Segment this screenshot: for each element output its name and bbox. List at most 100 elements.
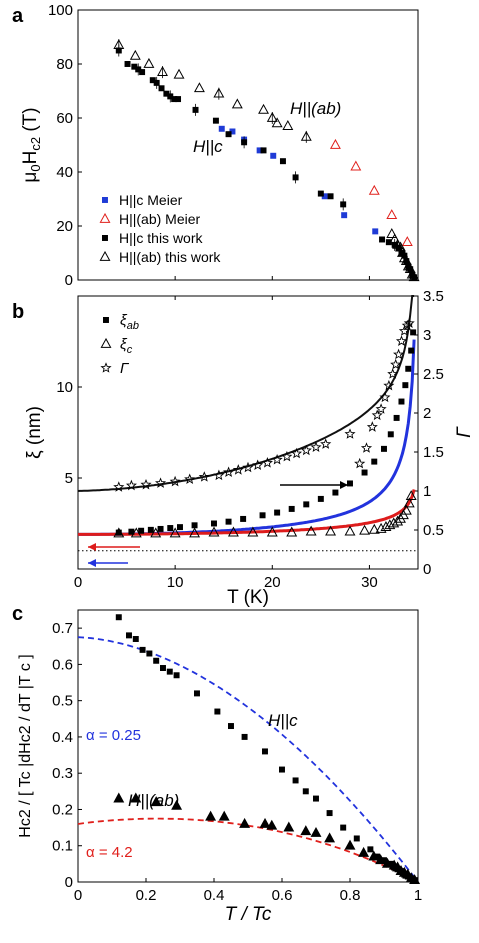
data-point (329, 138, 341, 149)
series-xi-c (113, 490, 417, 538)
panel-a-letter: a (12, 5, 24, 27)
data-point (368, 184, 380, 195)
data-point (408, 271, 420, 282)
data-point (395, 512, 406, 523)
data-point (292, 174, 299, 181)
panel-c-frame (77, 609, 419, 883)
data-point (385, 239, 392, 246)
data-point (131, 63, 138, 70)
panel-c-xlabel: T / Tc (225, 904, 272, 925)
data-point (214, 708, 221, 715)
data-point (303, 501, 310, 508)
data-point (138, 527, 145, 534)
panel-c-ytick-label: 0.3 (52, 765, 73, 782)
data-point (405, 365, 412, 372)
data-point (393, 348, 405, 360)
panel-c-plot: 0 0.1 0.2 0.3 0.4 0.5 0.6 0.7 0 0.2 0.4 0.6 0.8 1 T / … (17, 614, 422, 925)
data-point (344, 839, 356, 850)
data-point (208, 526, 220, 537)
data-point (153, 79, 160, 86)
arrow-xi-c-left-head (88, 543, 96, 551)
data-point (231, 98, 243, 109)
data-point (271, 117, 283, 128)
panel-c-ytick-label: 0.2 (52, 801, 73, 818)
data-point (150, 796, 162, 807)
data-point (398, 325, 410, 336)
data-point (281, 450, 293, 462)
legend-label-sub: c (127, 344, 133, 356)
data-point (353, 835, 360, 842)
legend-label: H||c Meier (119, 192, 183, 208)
data-point (325, 525, 337, 536)
data-point (350, 160, 362, 171)
data-point (261, 457, 273, 468)
data-point (266, 111, 278, 122)
annotation-alpha-0-25: α = 0.25 (86, 727, 141, 744)
panel-b-ytick-right-label: 2 (423, 405, 431, 422)
data-point (401, 236, 413, 247)
data-point (270, 152, 277, 159)
panel-b-ylabel: ξ (nm) (24, 406, 45, 459)
panel-c-xtick-label: 0.8 (340, 887, 361, 904)
data-point (387, 860, 394, 867)
data-point (225, 518, 232, 525)
data-point (169, 475, 181, 487)
data-point (129, 49, 141, 60)
panel-a-ylabel-part: (T) (20, 107, 41, 137)
data-point (375, 403, 387, 414)
data-point (173, 68, 185, 79)
data-point (160, 665, 166, 671)
data-point (360, 442, 373, 453)
panel-b-plot: 5 10 0 0.5 1 1.5 2 2.5 3 3.5 0 10 20 30 ξ (nm) Γ T (K) ξa… (24, 288, 475, 608)
data-point (262, 748, 268, 755)
legend-label-sub: ab (127, 320, 139, 332)
data-point (163, 90, 170, 97)
data-point (259, 512, 266, 519)
data-point (310, 826, 322, 837)
data-point (372, 228, 379, 235)
data-point (266, 819, 278, 830)
annotation-h-c: H||c (193, 137, 223, 156)
data-point (371, 409, 383, 421)
data-point (392, 515, 404, 526)
panel-c-xtick-label: 0.6 (272, 887, 293, 904)
panel-a-legend: H||c Meier H||(ab) Meier H||c this work H||… (99, 192, 221, 265)
legend-marker (102, 197, 108, 203)
data-point (291, 447, 303, 459)
data-point (326, 810, 333, 817)
annotation-h-ab: H||(ab) (290, 99, 341, 118)
data-point (212, 117, 219, 124)
legend-label: Γ (120, 360, 130, 377)
data-point (173, 672, 180, 679)
data-point (403, 258, 410, 265)
data-point (398, 398, 405, 405)
legend-label-main: Γ (120, 360, 130, 377)
legend-label: ξc (120, 336, 133, 356)
panel-a-ylabel-part: c2 (28, 137, 43, 151)
panel-a-ytick-label: 20 (56, 218, 73, 235)
data-point (113, 527, 125, 538)
data-point (252, 459, 264, 470)
panel-a-ytick-label: 0 (65, 272, 73, 289)
data-point (153, 657, 160, 664)
series-h-c (115, 614, 418, 884)
data-point (340, 824, 347, 831)
data-point (157, 66, 168, 76)
data-point (139, 646, 146, 653)
data-point (344, 428, 356, 439)
data-point (317, 190, 324, 197)
data-point (229, 128, 236, 135)
data-point (340, 201, 347, 208)
data-point (169, 527, 181, 538)
panel-b-ytick-label: 5 (65, 470, 73, 487)
data-point (149, 77, 156, 84)
data-point (205, 810, 217, 821)
data-point (227, 526, 239, 537)
data-point (381, 857, 387, 864)
panel-b-letter: b (12, 301, 24, 323)
data-point (359, 524, 371, 535)
data-point (279, 158, 286, 165)
data-point (113, 481, 125, 492)
